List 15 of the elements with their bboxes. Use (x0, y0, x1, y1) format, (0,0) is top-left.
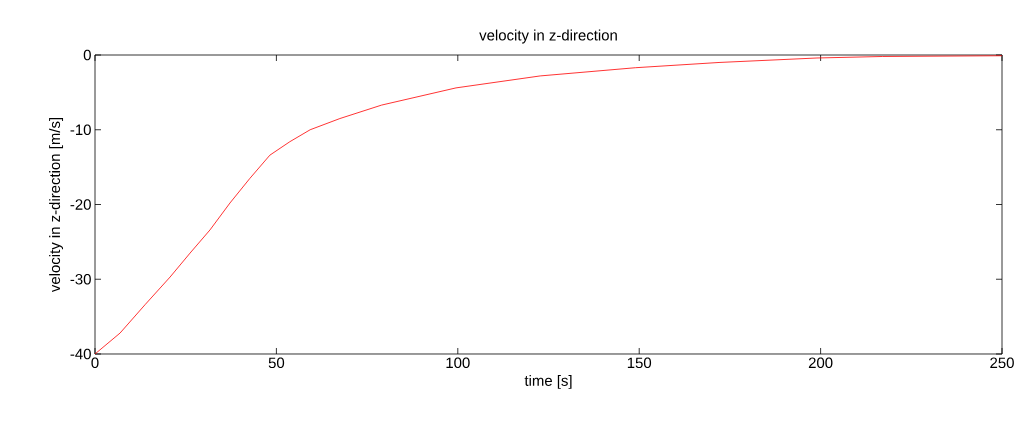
y-tick-label: -40 (70, 348, 91, 360)
x-tick-label: 50 (268, 357, 285, 369)
x-tick-label: 150 (627, 357, 652, 369)
y-tick-label: -20 (70, 199, 91, 210)
x-tick-label: 250 (990, 357, 1014, 369)
x-axis-title: time [s] (524, 374, 572, 389)
y-tick-label: 0 (83, 49, 91, 61)
chart-title: velocity in z-direction (479, 29, 617, 44)
line-series (95, 55, 1003, 354)
y-tick-label: -10 (70, 124, 91, 136)
y-tick-label: -30 (70, 273, 91, 285)
y-axis-title: velocity in z-direction [m/s] (49, 117, 64, 293)
x-tick-label: 100 (446, 357, 470, 369)
x-tick-label: 200 (808, 357, 833, 369)
x-tick-label: 0 (91, 357, 99, 369)
